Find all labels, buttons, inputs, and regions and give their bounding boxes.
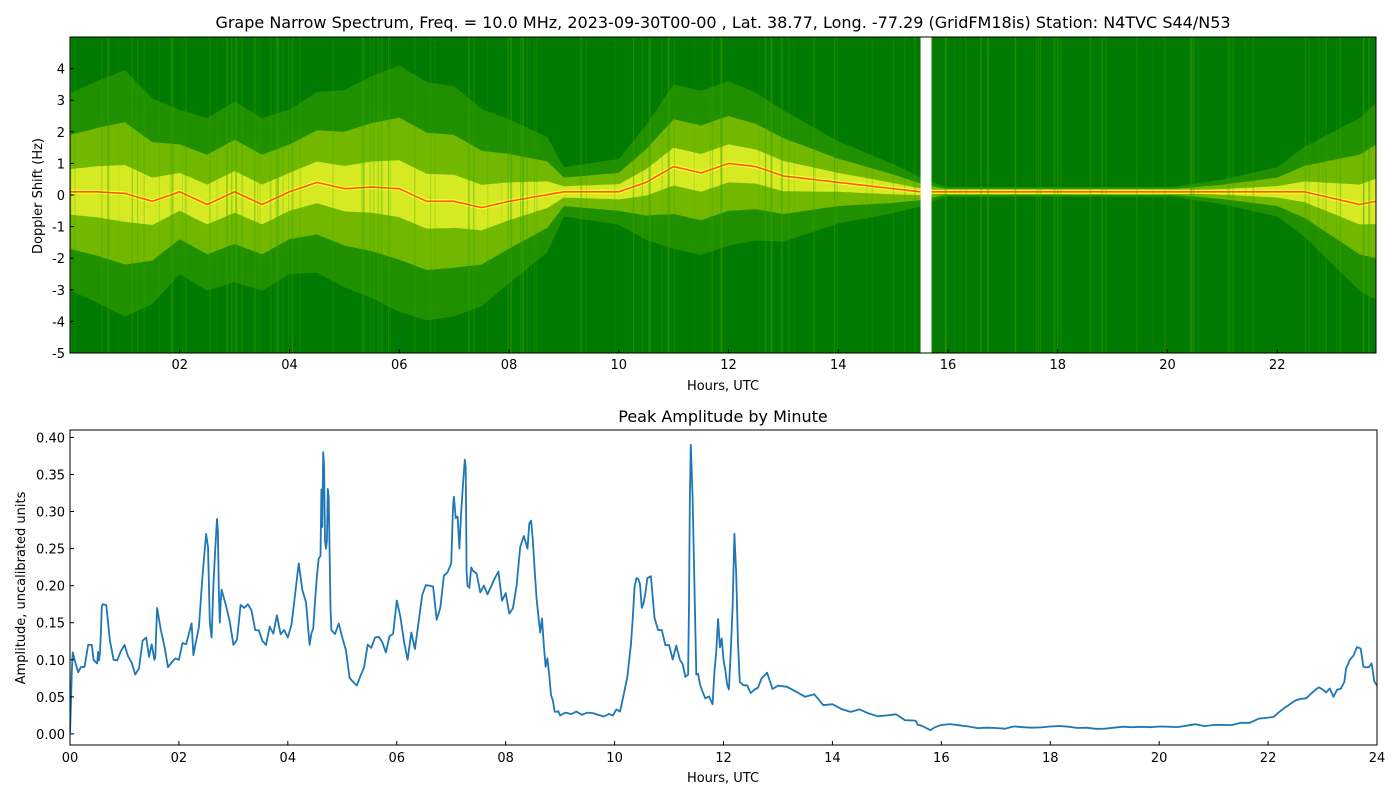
amplitude-y-tick-label: 0.25 <box>36 543 65 558</box>
amplitude-x-tick-label: 02 <box>171 751 188 766</box>
spectrogram-title: Grape Narrow Spectrum, Freq. = 10.0 MHz,… <box>215 13 1230 32</box>
spectrogram-image <box>70 37 1376 353</box>
spectrogram-y-tick-label: -5 <box>52 347 65 362</box>
spectrogram-carrier-trace <box>70 162 1376 209</box>
amplitude-x-tick-label: 20 <box>1151 751 1168 766</box>
spectrogram-y-tick-label: 0 <box>57 189 65 204</box>
amplitude-x-tick-label: 12 <box>715 751 732 766</box>
amplitude-y-ticks: 0.00 0.05 0.10 0.15 0.20 0.25 0.30 0.35 0.40 <box>36 431 74 743</box>
spectrogram-x-tick-label: 18 <box>1049 358 1066 373</box>
spectrogram-x-tick-label: 20 <box>1159 358 1176 373</box>
amplitude-x-tick-label: 10 <box>606 751 623 766</box>
amplitude-x-tick-label: 22 <box>1260 751 1277 766</box>
spectrogram-x-tick-label: 16 <box>940 358 957 373</box>
spectrogram-x-ticks: 02 04 06 08 10 12 14 16 18 20 22 <box>171 349 1286 373</box>
amplitude-x-tick-label: 18 <box>1042 751 1059 766</box>
spectrogram-x-tick-label: 10 <box>610 358 627 373</box>
spectrogram-x-tick-label: 14 <box>830 358 847 373</box>
spectrogram-x-tick-label: 02 <box>171 358 188 373</box>
amplitude-x-tick-label: 00 <box>62 751 79 766</box>
amplitude-panel: Peak Amplitude by Minute 00 02 04 06 08 10 12 1… <box>14 407 1385 786</box>
amplitude-y-tick-label: 0.00 <box>36 728 65 743</box>
amplitude-y-tick-label: 0.15 <box>36 617 65 632</box>
spectrogram-x-tick-label: 22 <box>1269 358 1286 373</box>
amplitude-y-tick-label: 0.05 <box>36 691 65 706</box>
spectrogram-x-label: Hours, UTC <box>687 379 759 394</box>
spectrogram-y-label: Doppler Shift (Hz) <box>31 138 46 254</box>
amplitude-y-tick-label: 0.20 <box>36 580 65 595</box>
spectrogram-data-gap <box>920 37 932 353</box>
amplitude-x-ticks: 00 02 04 06 08 10 12 14 16 18 20 22 24 <box>62 741 1386 766</box>
amplitude-y-tick-label: 0.35 <box>36 468 65 483</box>
amplitude-x-tick-label: 14 <box>824 751 841 766</box>
spectrogram-inner-band <box>70 144 1376 231</box>
spectrogram-outer-band <box>70 116 1376 270</box>
spectrogram-x-tick-label: 08 <box>501 358 518 373</box>
spectrogram-y-tick-label: -1 <box>52 221 65 236</box>
amplitude-title: Peak Amplitude by Minute <box>618 407 828 426</box>
amplitude-y-tick-label: 0.10 <box>36 654 65 669</box>
spectrogram-y-tick-label: -2 <box>52 252 65 267</box>
amplitude-plot-area <box>70 430 1377 745</box>
amplitude-x-tick-label: 06 <box>388 751 405 766</box>
spectrogram-y-tick-label: 4 <box>57 63 65 78</box>
spectrogram-y-tick-label: 1 <box>57 157 65 172</box>
spectrogram-y-tick-label: 3 <box>57 94 65 109</box>
amplitude-x-tick-label: 04 <box>280 751 297 766</box>
spectrogram-diffuse-band <box>70 65 1376 321</box>
amplitude-x-tick-label: 24 <box>1369 751 1386 766</box>
spectrogram-y-tick-label: -4 <box>52 315 65 330</box>
amplitude-series-line <box>70 443 1377 734</box>
spectrogram-x-tick-label: 12 <box>720 358 737 373</box>
amplitude-x-tick-label: 08 <box>497 751 514 766</box>
spectrogram-y-ticks: -5 -4 -3 -2 -1 0 1 2 3 4 <box>52 63 74 362</box>
spectrogram-y-tick-label: -3 <box>52 284 65 299</box>
spectrogram-x-tick-label: 06 <box>391 358 408 373</box>
spectrogram-y-tick-label: 2 <box>57 126 65 141</box>
amplitude-x-tick-label: 16 <box>933 751 950 766</box>
amplitude-x-label: Hours, UTC <box>687 771 759 786</box>
spectrogram-x-tick-label: 04 <box>281 358 298 373</box>
amplitude-y-tick-label: 0.30 <box>36 506 65 521</box>
amplitude-y-tick-label: 0.40 <box>36 431 65 446</box>
spectrogram-panel: Grape Narrow Spectrum, Freq. = 10.0 MHz,… <box>31 13 1377 394</box>
amplitude-y-label: Amplitude, uncalibrated units <box>14 491 29 684</box>
